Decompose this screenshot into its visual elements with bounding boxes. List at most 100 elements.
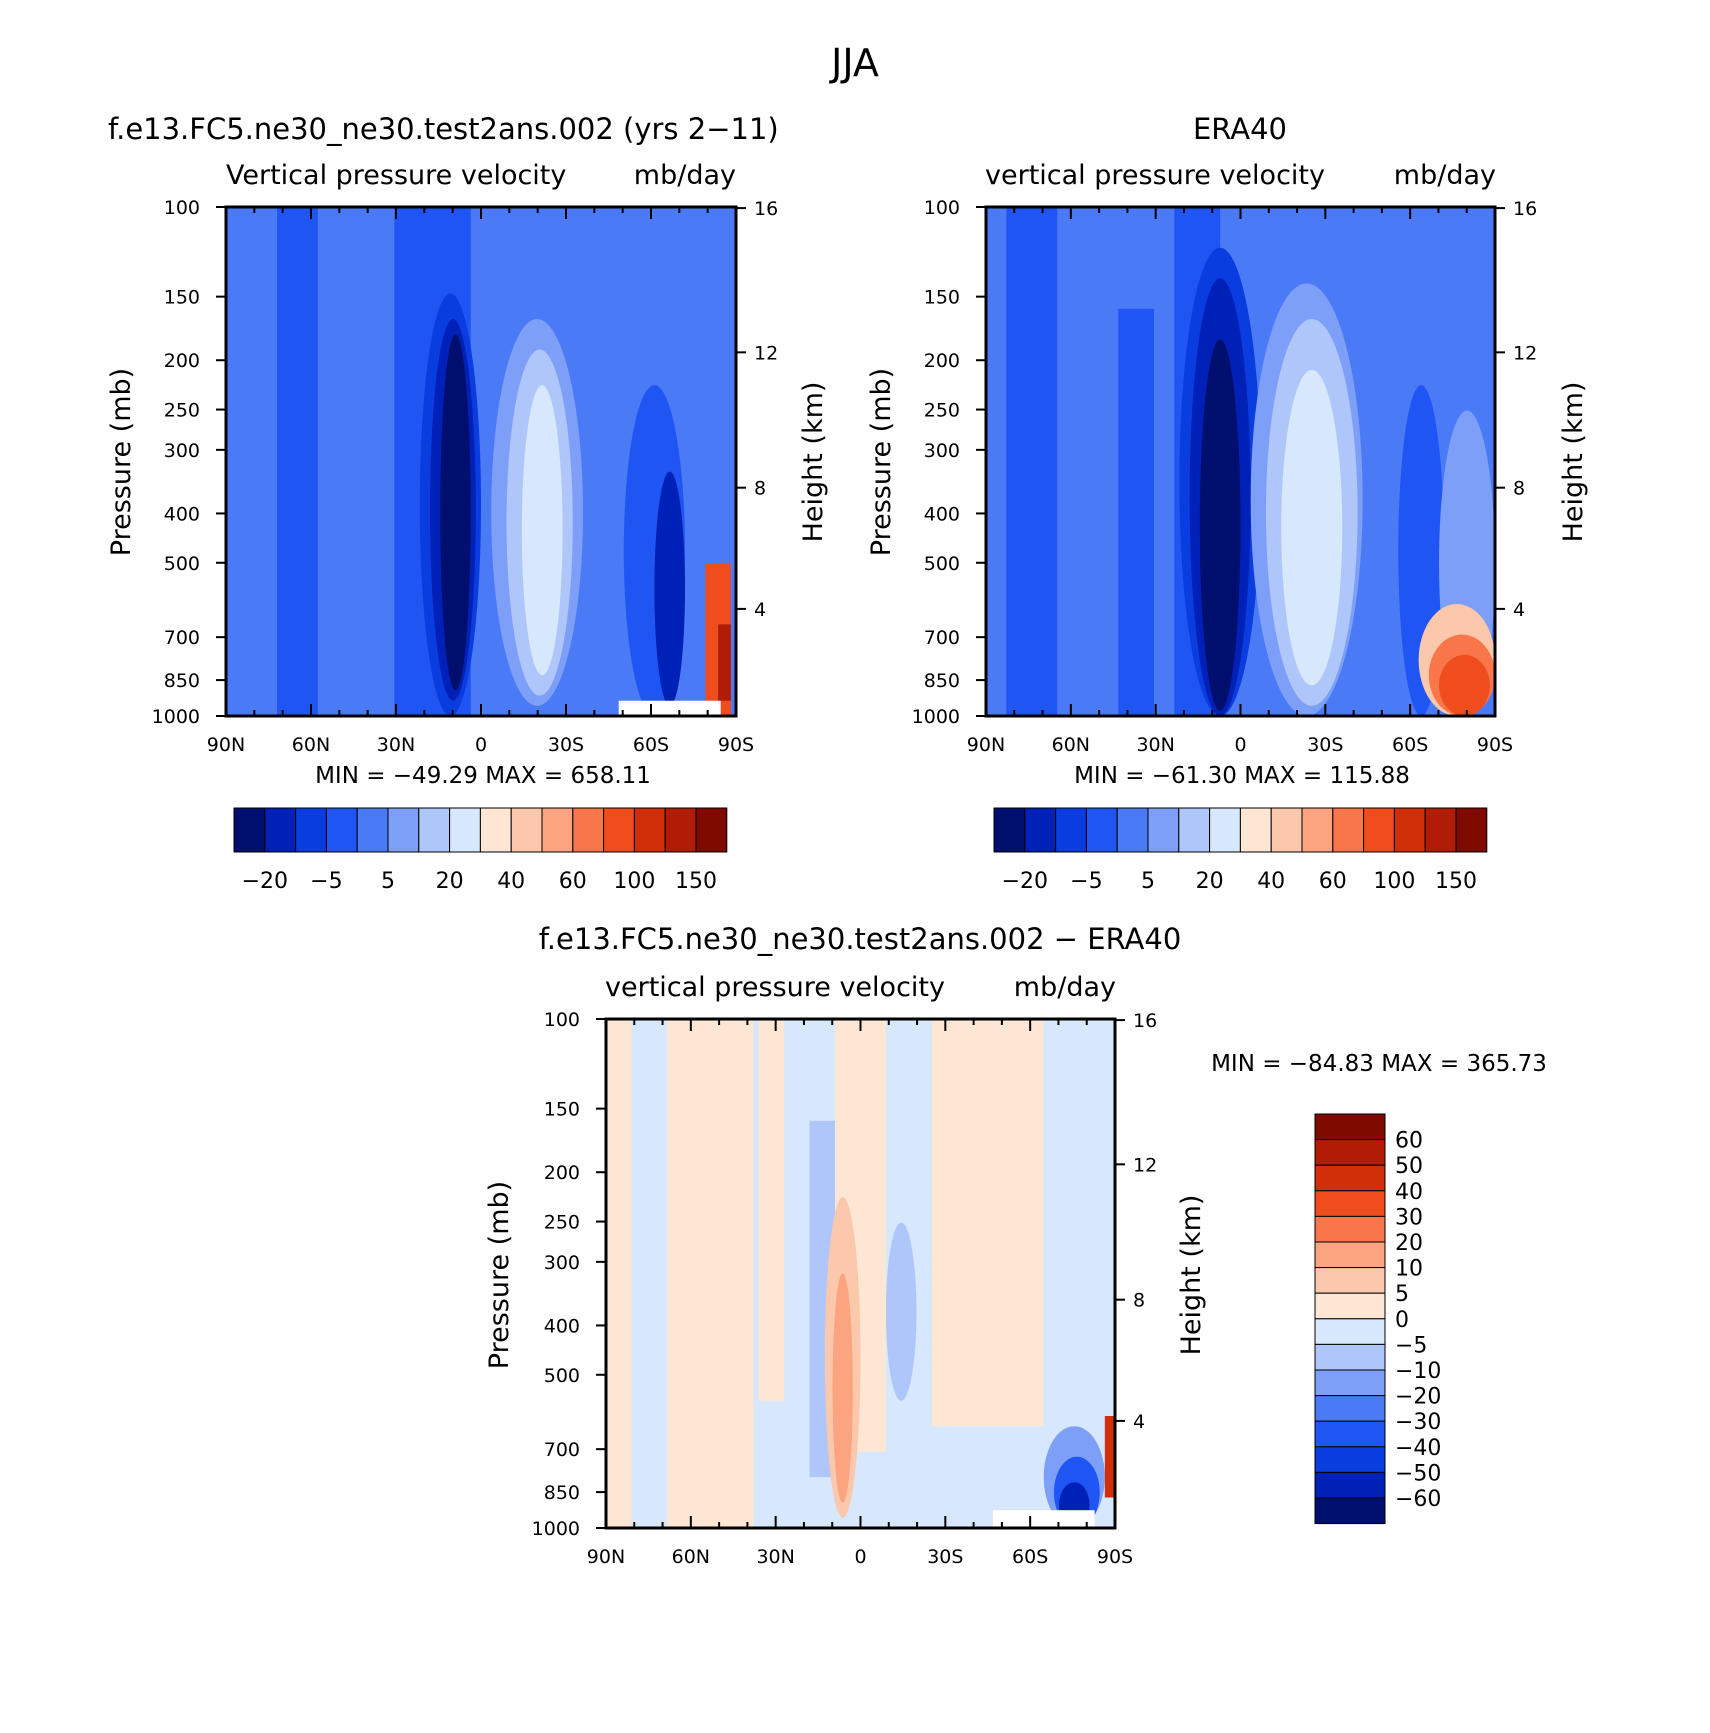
- colorbar-swatch: [387, 807, 420, 853]
- xtick-label: 60S: [1012, 1546, 1048, 1568]
- ytick-label: 500: [544, 1365, 580, 1387]
- colorbar-label: −10: [1395, 1359, 1441, 1384]
- y2tick-label: 4: [754, 599, 766, 621]
- colorbar-swatch: [1332, 807, 1365, 853]
- contour-region: [758, 1019, 785, 1401]
- ytick-label: 850: [164, 670, 200, 692]
- contour-region: [1439, 654, 1490, 717]
- xtick-label: 60N: [672, 1546, 710, 1568]
- colorbar-label: −5: [1070, 869, 1102, 894]
- colorbar-label: 0: [1395, 1308, 1409, 1333]
- y2tick-label: 12: [1133, 1154, 1157, 1176]
- contour-region: [718, 624, 731, 701]
- xtick-label: 60S: [1392, 734, 1428, 756]
- panel-model-stats: MIN = −49.29 MAX = 658.11: [315, 763, 651, 789]
- ytick-label: 300: [544, 1252, 580, 1274]
- ytick-label: 250: [544, 1212, 580, 1234]
- ytick-label: 400: [924, 503, 960, 525]
- colorbar-label: 20: [1395, 1231, 1423, 1256]
- ytick-label: 300: [924, 440, 960, 462]
- colorbar-swatch: [1314, 1343, 1386, 1371]
- contour-region: [832, 1273, 853, 1503]
- colorbar-swatch: [1314, 1395, 1386, 1422]
- panel-difference-stats: MIN = −84.83 MAX = 365.73: [1211, 1051, 1547, 1077]
- ytick-label: 500: [924, 553, 960, 575]
- panel-difference-subtitle-left: vertical pressure velocity: [605, 972, 945, 1003]
- colorbar-label: 5: [381, 869, 395, 894]
- ytick-label: 700: [164, 627, 200, 649]
- colorbar-label: 30: [1395, 1205, 1423, 1230]
- contour-region: [667, 1019, 754, 1528]
- ytick-label: 400: [164, 503, 200, 525]
- colorbar-label: 60: [559, 869, 587, 894]
- ytick-label: 200: [924, 350, 960, 372]
- ytick-label: 300: [164, 440, 200, 462]
- xtick-label: 0: [1234, 734, 1246, 756]
- xtick-label: 90N: [207, 734, 245, 756]
- colorbar-swatch: [1239, 807, 1272, 853]
- colorbar-swatch: [993, 807, 1026, 853]
- ytick-label: 700: [544, 1439, 580, 1461]
- y2tick-label: 8: [754, 478, 766, 500]
- contour-region: [521, 385, 563, 676]
- colorbar-label: −20: [1395, 1385, 1441, 1410]
- xtick-label: 0: [475, 734, 487, 756]
- xtick-label: 90S: [1477, 734, 1513, 756]
- ytick-label: 200: [164, 350, 200, 372]
- ytick-label: 100: [544, 1009, 580, 1031]
- ytick-label: 200: [544, 1162, 580, 1184]
- colorbar-swatch: [449, 807, 481, 853]
- panel-difference-subtitle-right: mb/day: [1014, 972, 1116, 1003]
- contour-region: [1006, 207, 1058, 716]
- colorbar-swatch: [1314, 1113, 1386, 1141]
- colorbar-swatch: [295, 807, 327, 853]
- colorbar-swatch: [1393, 807, 1426, 853]
- colorbar-swatch: [356, 807, 389, 853]
- ytick-label: 150: [544, 1099, 580, 1121]
- y2tick-label: 8: [1513, 478, 1525, 500]
- contour-region: [440, 334, 471, 691]
- ytick-label: 500: [164, 553, 200, 575]
- contour-region: [1118, 308, 1154, 716]
- contour-region: [885, 1222, 917, 1401]
- panel-model: f.e13.FC5.ne30_ne30.test2ans.002 (yrs 2−…: [106, 112, 829, 894]
- contour-region: [606, 1019, 632, 1528]
- y2tick-label: 8: [1133, 1290, 1145, 1312]
- colorbar-label: 150: [1435, 869, 1477, 894]
- colorbar-swatch: [1314, 1471, 1386, 1499]
- y2tick-label: 16: [1513, 198, 1537, 220]
- colorbar-label: 60: [1395, 1129, 1423, 1154]
- panel-era40-axes: 100 150 200 250 300 400 500 700 850 1000 16 12 8 4 90N…: [912, 197, 1538, 756]
- colorbar-label: 60: [1319, 869, 1347, 894]
- panel-difference-ylabel: Pressure (mb): [484, 1181, 515, 1369]
- colorbar-swatch: [603, 807, 635, 853]
- colorbar-label: −60: [1395, 1487, 1441, 1512]
- contour-region: [618, 700, 721, 716]
- colorbar-swatch: [479, 807, 512, 853]
- colorbar-swatch: [233, 807, 266, 853]
- panel-model-ylabel: Pressure (mb): [106, 368, 137, 556]
- ytick-label: 1000: [912, 706, 960, 728]
- colorbar-swatch: [541, 807, 574, 853]
- colorbar-swatch: [664, 807, 697, 853]
- colorbar-swatch: [1178, 807, 1211, 853]
- contour-region: [977, 1222, 1009, 1376]
- ytick-label: 150: [924, 287, 960, 309]
- xtick-label: 60N: [292, 734, 330, 756]
- colorbar-label: 40: [1395, 1180, 1423, 1205]
- colorbar-swatch: [1314, 1292, 1386, 1320]
- ytick-label: 250: [924, 400, 960, 422]
- xtick-label: 0: [854, 1546, 866, 1568]
- colorbar-label: 20: [436, 869, 464, 894]
- colorbar-swatch: [1314, 1420, 1386, 1448]
- colorbar-swatch: [1314, 1267, 1386, 1294]
- colorbar-swatch: [572, 807, 605, 853]
- contour-region: [992, 1510, 1095, 1528]
- xtick-label: 30S: [548, 734, 584, 756]
- panel-difference-axes: 100 150 200 250 300 400 500 700 850 1000 16 12 8 4 90N…: [532, 1009, 1158, 1568]
- colorbar-swatch: [325, 807, 358, 853]
- colorbar-swatch: [1424, 807, 1457, 853]
- ytick-label: 100: [164, 197, 200, 219]
- colorbar-swatch: [1055, 807, 1087, 853]
